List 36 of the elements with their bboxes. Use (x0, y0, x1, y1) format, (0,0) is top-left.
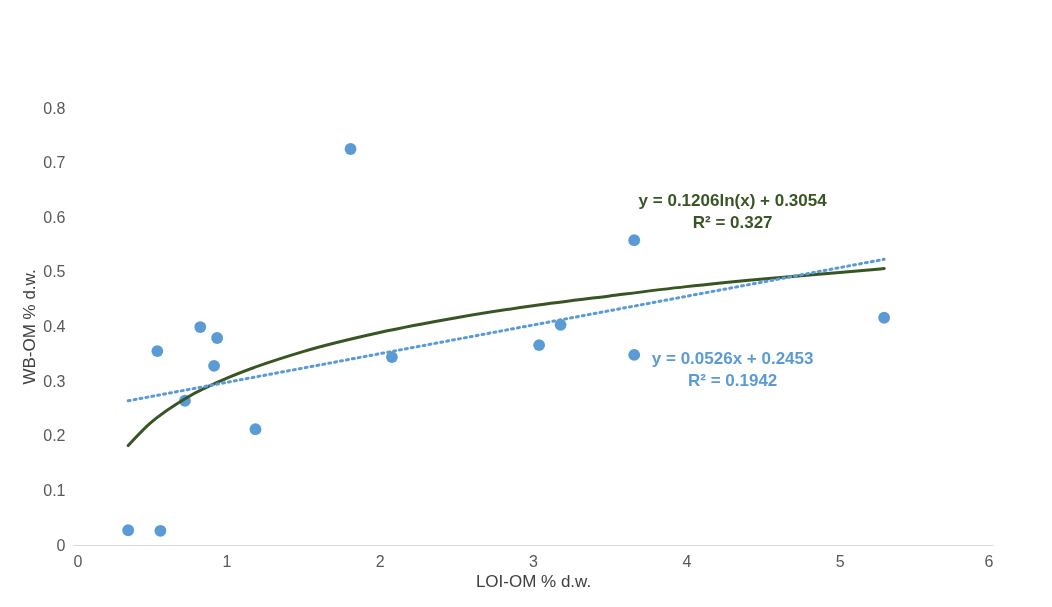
annotation: R² = 0.1942 (687, 371, 778, 390)
x-tick-label: 4 (682, 552, 692, 570)
y-tick-label: 0.5 (43, 263, 66, 281)
point (208, 359, 220, 372)
y-tick-label: 0.6 (43, 208, 66, 226)
y-tick-label: 0.7 (43, 154, 66, 172)
point (386, 351, 398, 363)
y-tick-label: 0.2 (43, 427, 66, 445)
x-tick-label: 5 (835, 552, 845, 570)
point (533, 339, 546, 351)
annotation: y = 0.1206ln(x) + 0.3054 (638, 191, 828, 210)
y-tick-label: 0.1 (43, 481, 66, 499)
point (122, 524, 135, 537)
annotation: y = 0.0526x + 0.2453 (651, 349, 814, 368)
x-tick-label: 2 (375, 552, 385, 570)
point (878, 311, 891, 324)
point (211, 332, 224, 344)
y-tick-label: 0.8 (43, 99, 66, 117)
x-tick-label: 0 (73, 552, 83, 570)
x-tick-label: 6 (984, 552, 994, 570)
x-tick-label: 1 (222, 552, 232, 570)
point (194, 321, 207, 333)
point (344, 143, 357, 155)
point (628, 349, 641, 361)
point (151, 345, 164, 357)
y-tick-label: 0.4 (43, 318, 66, 335)
point (154, 524, 167, 537)
x-axis-title: LOI-OM % d.w. (475, 571, 592, 591)
y-tick-label: 0.3 (43, 372, 66, 390)
y-axis-title: WB-OM % d.w. (20, 269, 40, 385)
x-tick-label: 3 (529, 552, 539, 570)
point (249, 423, 262, 436)
line-series (126, 267, 886, 448)
point (628, 234, 641, 247)
annotation: R² = 0.327 (692, 213, 773, 232)
y-tick-label: 0 (56, 536, 66, 554)
